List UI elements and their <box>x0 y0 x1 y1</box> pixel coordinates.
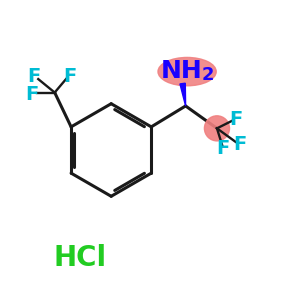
Text: F: F <box>28 67 41 85</box>
Text: NH: NH <box>160 59 202 83</box>
Text: 2: 2 <box>201 66 214 84</box>
Text: F: F <box>216 139 230 158</box>
Text: F: F <box>234 135 247 154</box>
Text: HCl: HCl <box>53 244 106 272</box>
Polygon shape <box>180 83 186 106</box>
Ellipse shape <box>158 57 216 86</box>
Text: F: F <box>26 85 39 104</box>
Text: F: F <box>64 67 77 85</box>
Circle shape <box>204 116 230 141</box>
Text: F: F <box>229 110 242 129</box>
